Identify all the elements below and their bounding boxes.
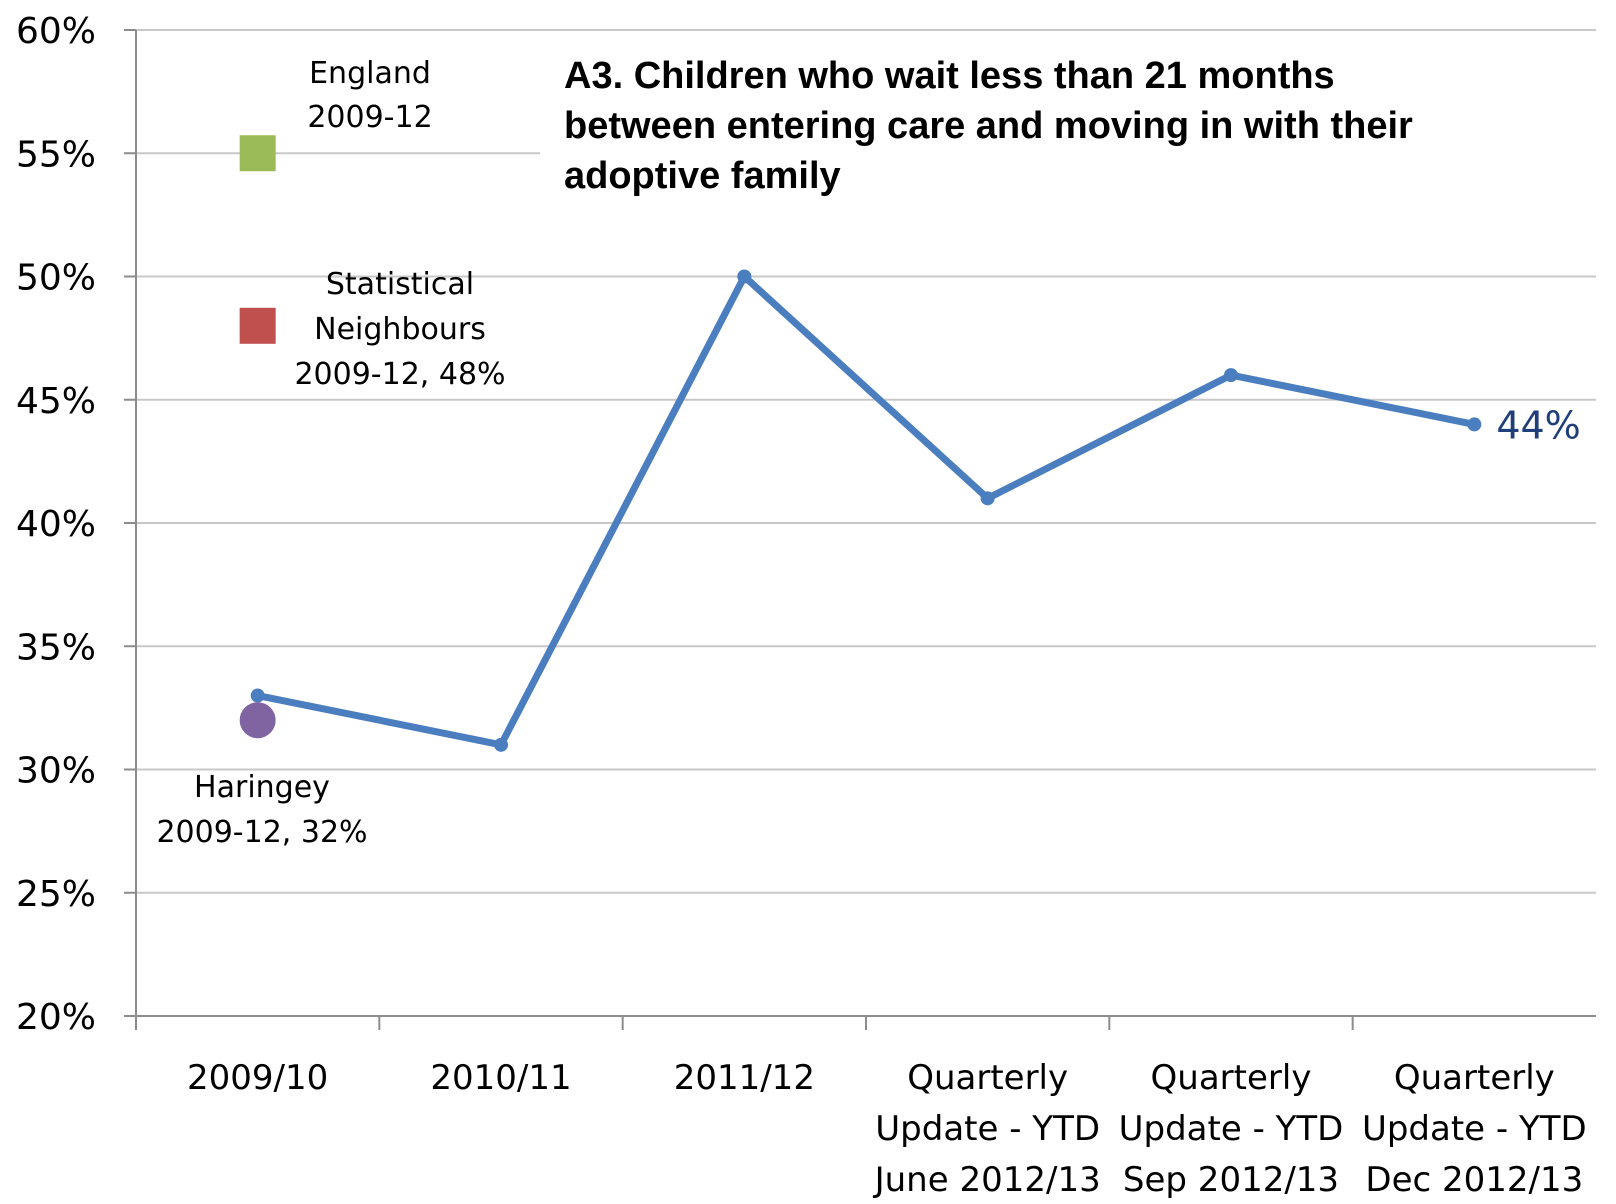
data-point <box>250 688 265 703</box>
benchmark-marker <box>239 135 276 172</box>
benchmark-label: England 2009-12 <box>307 56 432 135</box>
x-tick-label: 2011/12 <box>674 1058 815 1098</box>
y-tick-label: 25% <box>16 874 96 915</box>
y-tick-label: 30% <box>16 751 96 792</box>
x-tick-label: 2010/11 <box>430 1058 571 1098</box>
benchmark-label: Haringey 2009-12, 32% <box>156 770 367 850</box>
data-point <box>1467 417 1482 432</box>
x-axis-ticks: 2009/10 2010/11 2011/12 Quarterly Update - Y… <box>135 1016 1587 1200</box>
x-tick-label: Quarterly Update - YTD June 2012/13 <box>873 1058 1101 1200</box>
y-tick-label: 35% <box>16 627 96 668</box>
y-tick-label: 50% <box>16 258 96 299</box>
benchmarks: England 2009-12 Statistical Neighbours 2009-… <box>156 56 505 850</box>
chart-title: A3. Children who wait less than 21 month… <box>564 55 1413 197</box>
data-point <box>1224 368 1238 383</box>
y-tick-label: 60% <box>16 11 96 52</box>
y-tick-label: 20% <box>16 997 96 1038</box>
series-line <box>254 273 1478 749</box>
y-tick-label: 55% <box>16 134 96 175</box>
y-axis-ticks: 20% 25% 30% 35% 40% 45% 50% 55% 60% <box>16 11 136 1038</box>
benchmark-marker <box>239 307 276 344</box>
benchmark-marker <box>239 702 276 739</box>
y-tick-label: 45% <box>16 381 96 422</box>
x-tick-label: Quarterly Update - YTD Sep 2012/13 <box>1119 1058 1344 1200</box>
gridlines <box>136 29 1596 894</box>
x-tick-label: Quarterly Update - YTD Dec 2012/13 <box>1362 1058 1587 1200</box>
chart-title-text: A3. Children who wait less than 21 month… <box>564 55 1413 197</box>
series: 44% <box>250 269 1581 752</box>
y-tick-label: 40% <box>16 504 96 545</box>
x-tick-label: 2009/10 <box>187 1058 328 1098</box>
data-point <box>980 491 995 506</box>
benchmark-label: Statistical Neighbours 2009-12, 48% <box>294 267 505 392</box>
data-point <box>737 269 752 284</box>
data-point <box>494 737 508 752</box>
data-label-last: 44% <box>1496 403 1580 447</box>
